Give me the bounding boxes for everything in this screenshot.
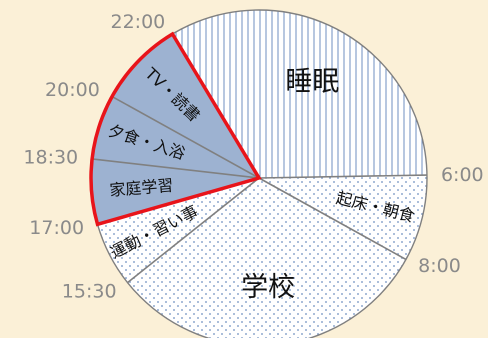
- slice-divider-2: [258, 177, 407, 261]
- highlight-outline: [89, 31, 262, 227]
- time-label-6-00: 6:00: [441, 164, 484, 186]
- pie-slice-6: [112, 33, 259, 178]
- slice-divider-5: [91, 158, 260, 179]
- slice-divider-1: [258, 174, 427, 179]
- time-label-18-30: 18:30: [23, 146, 78, 168]
- time-label-20-00: 20:00: [45, 79, 100, 101]
- slice-label-睡眠: 睡眠: [285, 66, 339, 97]
- time-label-22-00: 22:00: [110, 11, 165, 33]
- pie-slice-0: [172, 10, 427, 178]
- time-label-15-30: 15:30: [62, 280, 117, 302]
- pie-slice-1: [259, 175, 427, 260]
- slice-label-学校: 学校: [241, 272, 295, 303]
- pie-slice-4: [91, 158, 260, 225]
- slice-divider-3: [127, 177, 260, 284]
- pie-slice-2: [127, 178, 406, 338]
- pie-slice-5: [92, 96, 259, 178]
- slice-divider-6: [111, 95, 260, 179]
- time-label-8-00: 8:00: [418, 255, 461, 277]
- pie-slice-3: [97, 178, 260, 283]
- time-label-17-00: 17:00: [29, 217, 84, 239]
